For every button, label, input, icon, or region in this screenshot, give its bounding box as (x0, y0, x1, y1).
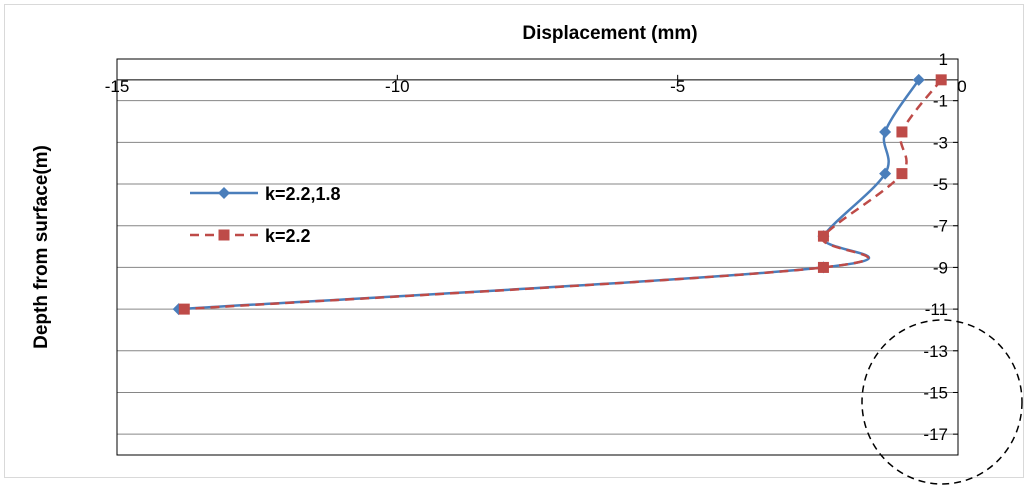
x-axis-title: Displacement (mm) (522, 23, 697, 44)
y-tick-label-2: -3 (933, 133, 948, 152)
legend-label-1: k=2.2 (265, 226, 311, 246)
legend-entry-1: k=2.2 (190, 226, 311, 246)
grid-lines (117, 58, 958, 435)
x-tick-label-2: -5 (670, 77, 685, 96)
y-tick-label-9: -17 (923, 425, 948, 444)
chart-frame (4, 4, 1024, 478)
series-0-point-2 (879, 167, 892, 180)
series-1-point-5 (178, 303, 190, 315)
series-0-point-1 (879, 125, 892, 138)
x-tick-label-1: -10 (385, 77, 410, 96)
y-tick-label-7: -13 (923, 342, 948, 361)
series-1-point-3 (817, 230, 829, 242)
series-1-point-0 (935, 74, 947, 86)
series-1-point-4 (817, 261, 829, 273)
y-tick-label-0: 1 (939, 50, 948, 69)
series-1 (178, 74, 947, 315)
y-tick-label-6: -11 (925, 300, 948, 319)
y-tick-label-3: -5 (933, 175, 948, 194)
y-axis-title: Depth from surface(m) (31, 145, 52, 349)
legend-label-0: k=2.2,1.8 (265, 184, 341, 204)
legend-marker-0 (218, 187, 230, 199)
y-tick-label-1: -1 (933, 92, 948, 111)
legend-marker-1 (218, 229, 230, 241)
dashed-circle-annotation (861, 319, 1023, 485)
series-0-point-0 (912, 73, 925, 86)
x-tick-label-3: 0 (957, 77, 966, 96)
y-tick-label-5: -9 (933, 258, 948, 277)
y-tick-label-4: -7 (933, 217, 948, 236)
legend-entry-0: k=2.2,1.8 (190, 184, 341, 204)
plot-area-border (116, 58, 959, 456)
legend: k=2.2,1.8 k=2.2 (190, 184, 341, 246)
x-tick-label-0: -15 (105, 77, 130, 96)
series-1-point-1 (896, 126, 908, 138)
series-layer (172, 73, 947, 316)
y-tick-labels: 1 -1 -3 -5 -7 -9 -11 -13 -15 -17 (923, 50, 958, 444)
y-tick-label-8: -15 (923, 383, 948, 402)
x-tick-labels: -15 -10 -5 0 (105, 74, 967, 96)
series-1-point-2 (896, 168, 908, 180)
series-line-1 (184, 79, 943, 311)
